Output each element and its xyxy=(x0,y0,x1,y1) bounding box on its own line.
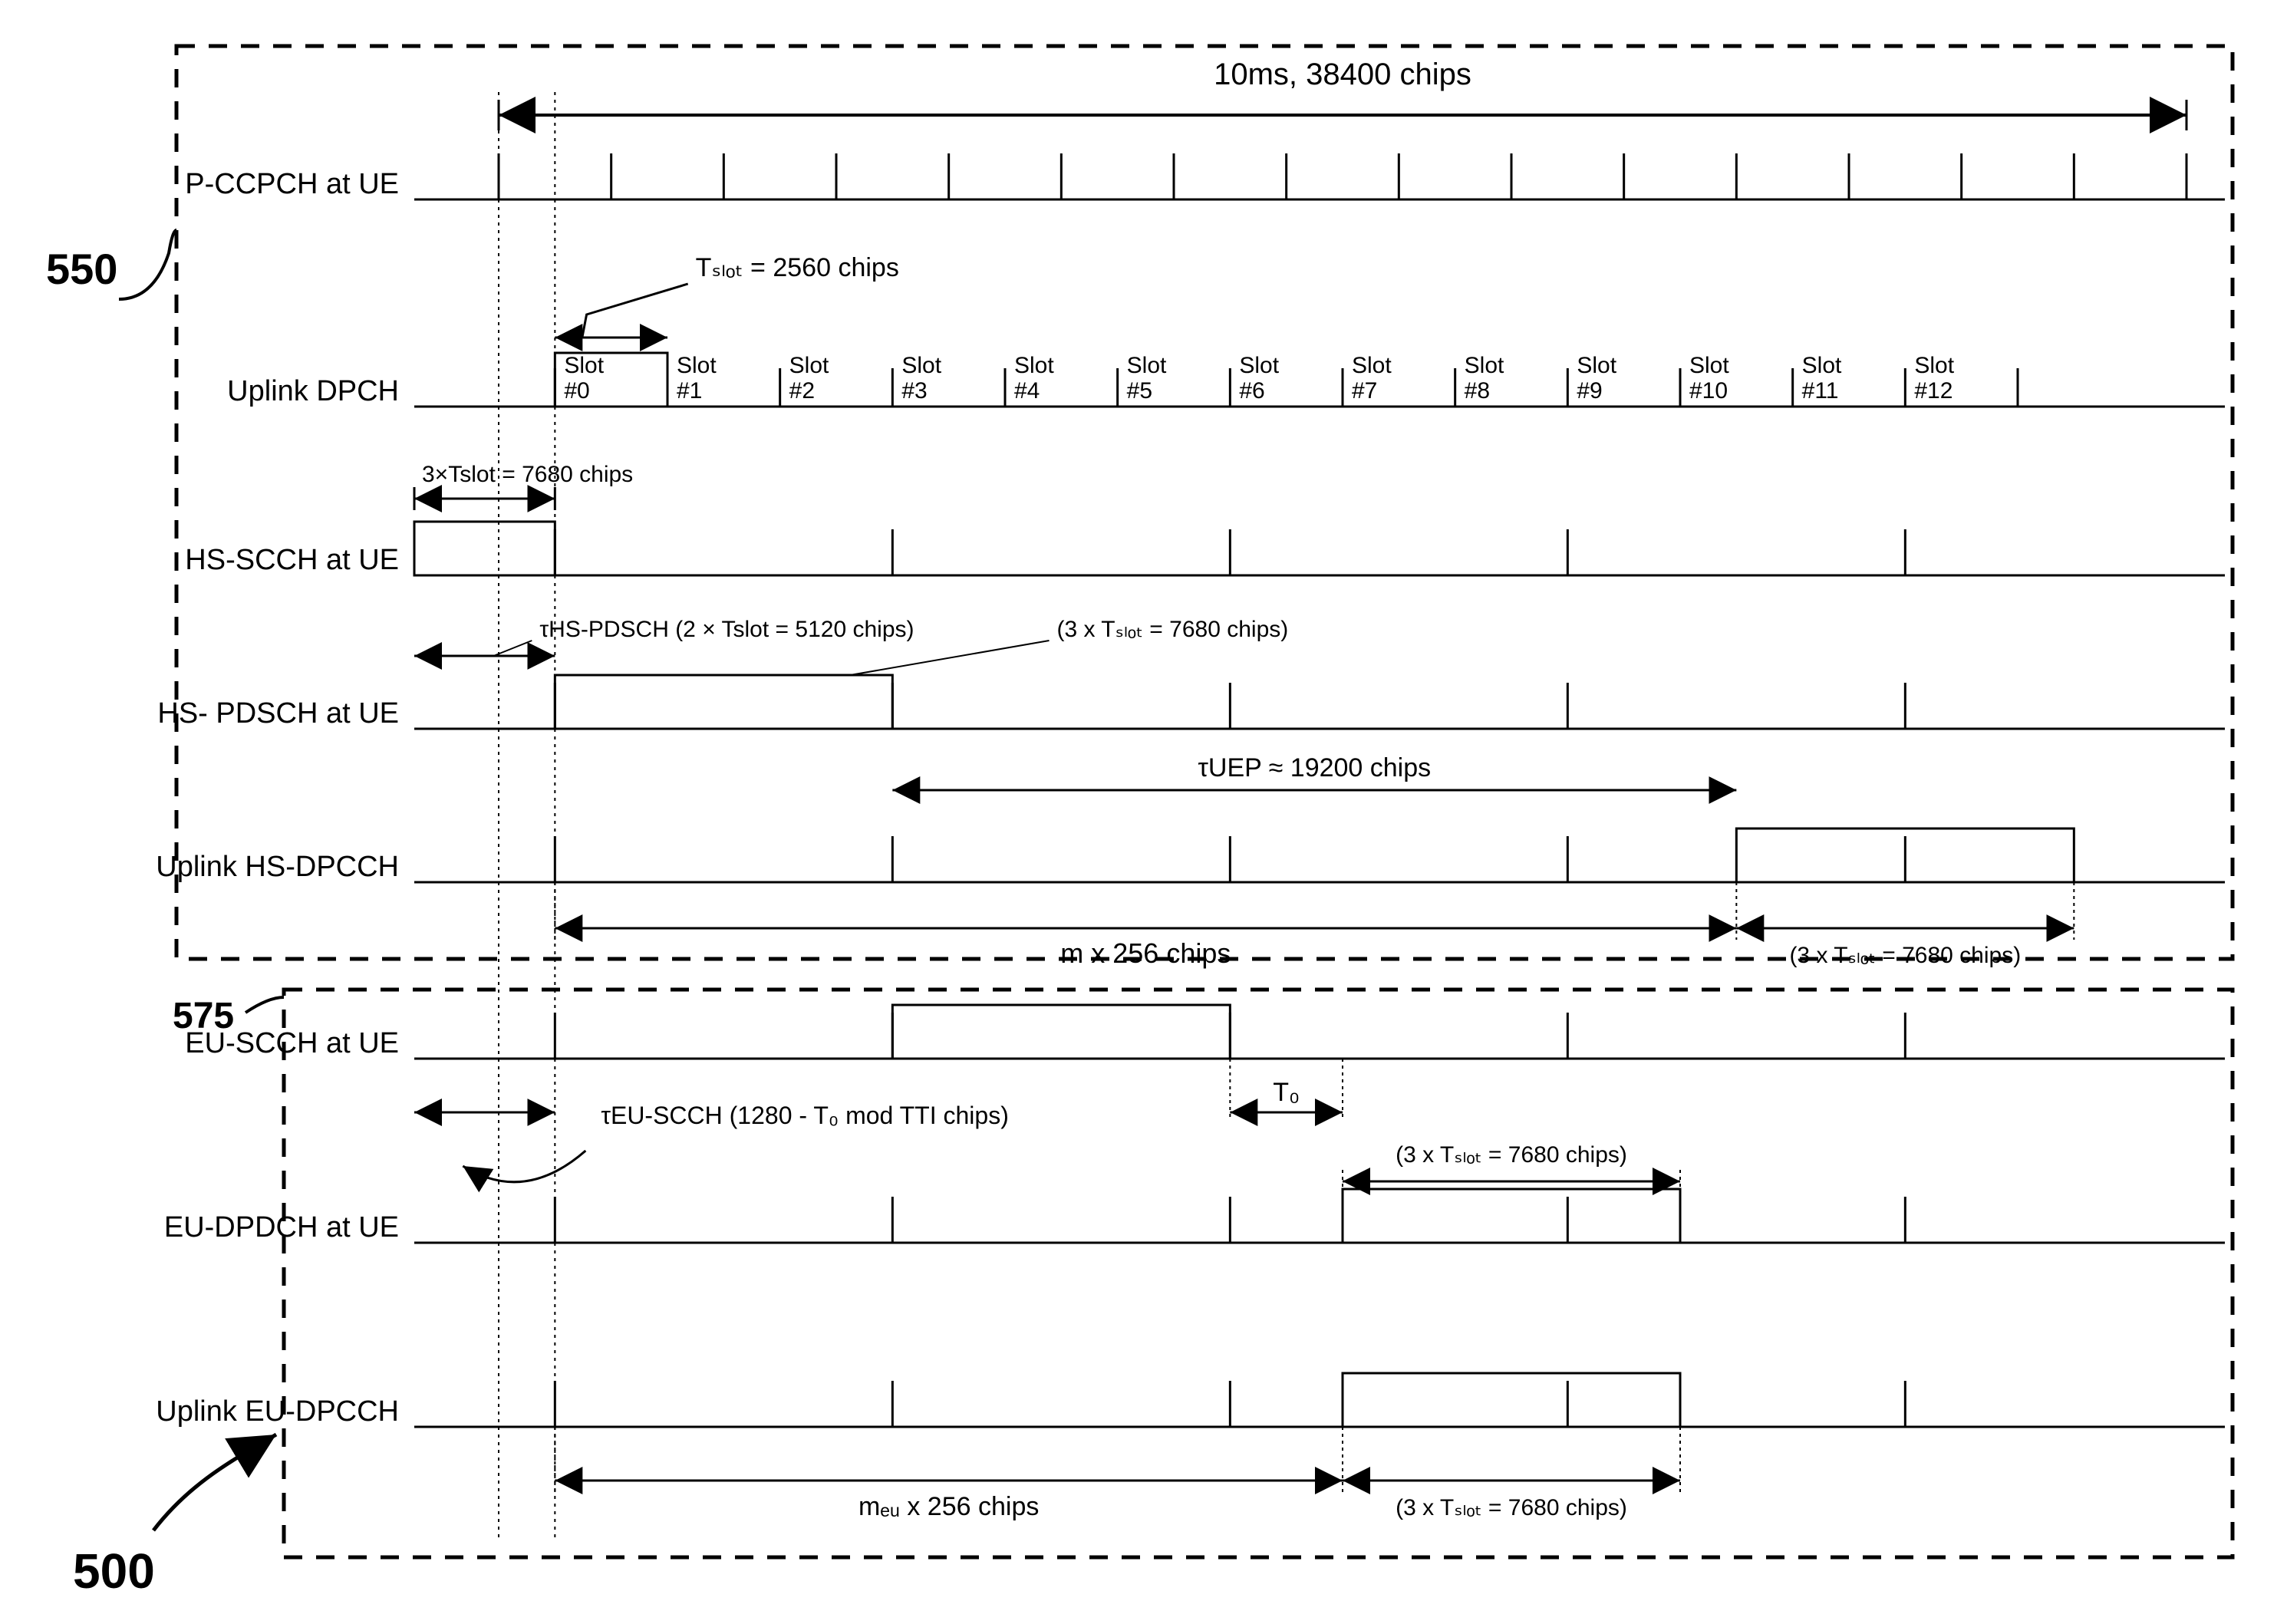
svg-text:(3 x Tₛₗₒₜ = 7680 chips): (3 x Tₛₗₒₜ = 7680 chips) xyxy=(1789,943,2021,968)
svg-text:Slot#0: Slot#0 xyxy=(564,353,604,404)
svg-text:m x 256 chips: m x 256 chips xyxy=(1060,937,1231,969)
svg-text:Slot#5: Slot#5 xyxy=(1127,353,1167,404)
svg-text:Slot#1: Slot#1 xyxy=(677,353,717,404)
svg-text:Slot#3: Slot#3 xyxy=(901,353,941,404)
svg-text:Slot#4: Slot#4 xyxy=(1014,353,1054,404)
svg-text:τUEP ≈ 19200 chips: τUEP ≈ 19200 chips xyxy=(1198,753,1432,782)
svg-text:Slot#11: Slot#11 xyxy=(1802,353,1842,404)
svg-text:HS-SCCH at UE: HS-SCCH at UE xyxy=(185,544,399,576)
svg-text:T₀: T₀ xyxy=(1273,1078,1300,1107)
svg-text:(3 x Tₛₗₒₜ = 7680 chips): (3 x Tₛₗₒₜ = 7680 chips) xyxy=(1396,1495,1627,1520)
svg-text:Slot#2: Slot#2 xyxy=(789,353,829,404)
svg-text:Tₛₗₒₜ = 2560 chips: Tₛₗₒₜ = 2560 chips xyxy=(696,253,899,282)
svg-text:Slot#6: Slot#6 xyxy=(1239,353,1279,404)
svg-text:Slot#7: Slot#7 xyxy=(1352,353,1392,404)
timing-diagram-svg: 55057550010ms, 38400 chipsP-CCPCH at UEU… xyxy=(0,0,2287,1624)
svg-text:τEU-SCCH (1280 - T₀ mod TTI c: τEU-SCCH (1280 - T₀ mod TTI chips) xyxy=(601,1102,1009,1129)
svg-text:(3 x Tₛₗₒₜ = 7680 chips): (3 x Tₛₗₒₜ = 7680 chips) xyxy=(1057,617,1289,642)
svg-text:550: 550 xyxy=(46,245,117,293)
svg-text:Slot#8: Slot#8 xyxy=(1465,353,1504,404)
svg-text:(3 x Tₛₗₒₜ = 7680 chips): (3 x Tₛₗₒₜ = 7680 chips) xyxy=(1396,1142,1627,1168)
svg-text:EU-DPDCH at UE: EU-DPDCH at UE xyxy=(164,1211,399,1244)
svg-text:mₑᵤ x 256 chips: mₑᵤ x 256 chips xyxy=(858,1492,1039,1521)
svg-text:EU-SCCH at UE: EU-SCCH at UE xyxy=(185,1027,399,1059)
svg-text:10ms, 38400 chips: 10ms, 38400 chips xyxy=(1214,58,1471,91)
svg-text:τHS-PDSCH (2 × Tslot = 5120 c: τHS-PDSCH (2 × Tslot = 5120 chips) xyxy=(539,617,914,642)
diagram-root: 55057550010ms, 38400 chipsP-CCPCH at UEU… xyxy=(0,0,2287,1624)
svg-text:Uplink DPCH: Uplink DPCH xyxy=(227,375,399,407)
svg-text:3×Tslot = 7680 chips: 3×Tslot = 7680 chips xyxy=(422,462,633,487)
svg-text:Slot#10: Slot#10 xyxy=(1689,353,1729,404)
svg-text:Slot#9: Slot#9 xyxy=(1577,353,1616,404)
svg-text:500: 500 xyxy=(73,1543,155,1599)
svg-text:HS- PDSCH at UE: HS- PDSCH at UE xyxy=(157,697,399,730)
svg-text:Uplink EU-DPCCH: Uplink EU-DPCCH xyxy=(156,1395,399,1428)
svg-text:Slot#12: Slot#12 xyxy=(1914,353,1954,404)
svg-text:Uplink HS-DPCCH: Uplink HS-DPCCH xyxy=(156,851,399,883)
svg-text:P-CCPCH at UE: P-CCPCH at UE xyxy=(185,168,399,200)
